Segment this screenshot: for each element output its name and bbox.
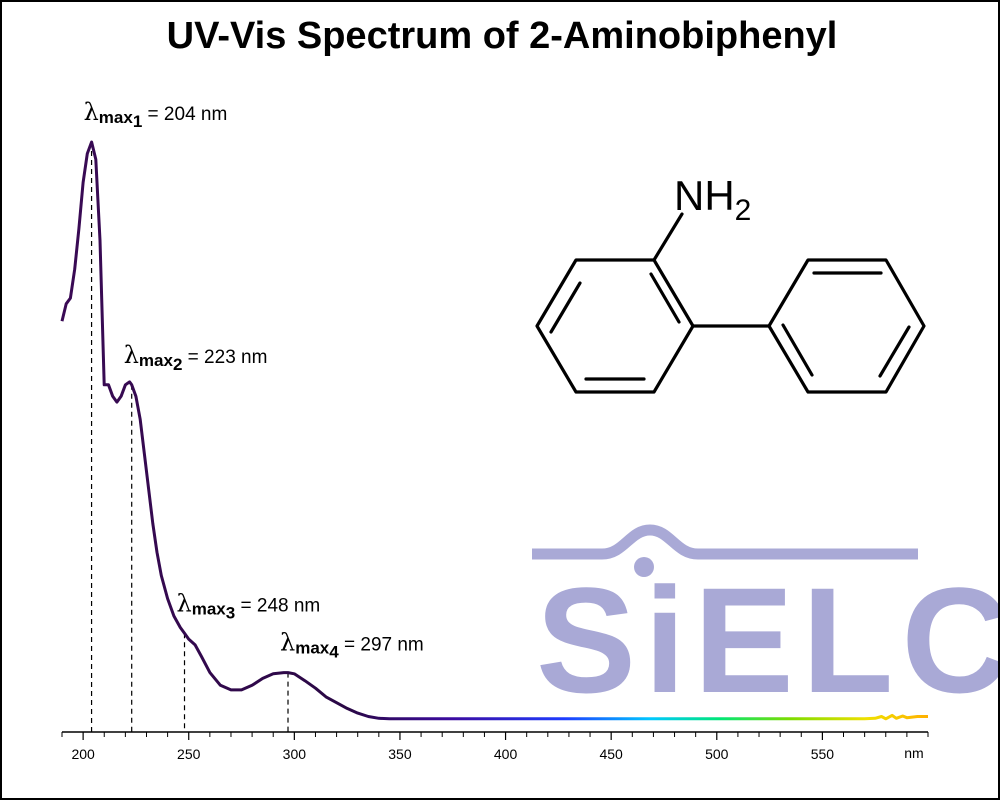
peak-value-text: = 248 nm xyxy=(235,595,320,616)
peak-index-subscript: 1 xyxy=(133,112,142,131)
left-ring xyxy=(535,258,695,394)
max-label: max xyxy=(192,599,227,618)
peak-annotation: λmax1 = 204 nm xyxy=(84,98,228,131)
max-label: max xyxy=(139,351,174,370)
x-tick-label: 350 xyxy=(388,746,412,762)
spectrum-curve xyxy=(60,140,928,721)
x-tick-label: 500 xyxy=(705,746,729,762)
logo-dot xyxy=(634,557,654,577)
max-label: max xyxy=(99,108,134,127)
amine-label: NH2 xyxy=(674,172,751,227)
x-tick-label: 200 xyxy=(71,746,95,762)
max-label: max xyxy=(295,639,330,658)
peak-annotation: λmax3 = 248 nm xyxy=(177,589,321,622)
x-tick-label: 250 xyxy=(177,746,201,762)
peak-index-subscript: 3 xyxy=(226,603,235,622)
left-ring-double-bond-1 xyxy=(649,272,681,324)
peak-value-text: = 297 nm xyxy=(339,635,424,656)
x-axis-ticks: 200 250 300 350 400 450 500 550 xyxy=(61,732,929,762)
x-tick-label: 400 xyxy=(494,746,518,762)
x-tick-label: 550 xyxy=(811,746,835,762)
right-ring-double-bond-3 xyxy=(781,323,814,377)
peak-value-text: = 223 nm xyxy=(182,347,267,368)
molecule-structure xyxy=(535,212,926,394)
lambda-symbol: λ xyxy=(280,629,295,657)
x-tick-label: 300 xyxy=(283,746,307,762)
amine-bond xyxy=(652,212,684,262)
peak-value-text: = 204 nm xyxy=(142,104,227,125)
logo-wave-line xyxy=(532,524,918,560)
x-tick-label: 450 xyxy=(599,746,623,762)
chart-title: UV-Vis Spectrum of 2-Aminobiphenyl xyxy=(167,15,838,57)
amine-label-main: NH xyxy=(674,172,735,219)
peak-annotation: λmax2 = 223 nm xyxy=(124,341,268,374)
logo-text: SiELC xyxy=(536,556,1000,724)
right-ring xyxy=(767,258,926,394)
sielc-logo: SiELC xyxy=(532,524,1000,724)
right-ring-double-bond-2 xyxy=(878,325,911,378)
lambda-symbol: λ xyxy=(177,589,192,617)
peak-index-subscript: 2 xyxy=(173,355,182,374)
lambda-symbol: λ xyxy=(124,341,139,369)
peak-annotation: λmax4 = 297 nm xyxy=(280,629,424,662)
lambda-symbol: λ xyxy=(84,98,99,126)
x-axis-unit: nm xyxy=(904,745,923,761)
left-ring-double-bond-3 xyxy=(549,281,582,334)
amine-label-subscript: 2 xyxy=(735,194,752,227)
peak-index-subscript: 4 xyxy=(329,643,339,662)
